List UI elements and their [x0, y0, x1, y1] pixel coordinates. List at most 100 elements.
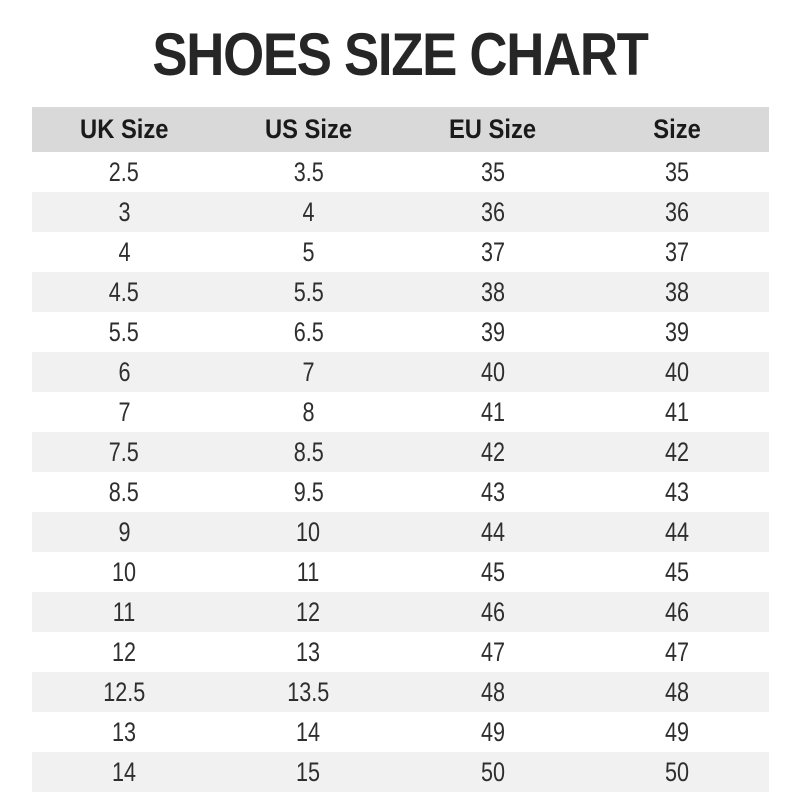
us-size-value: 5 — [302, 236, 315, 267]
uk-size-value: 12 — [112, 636, 137, 667]
uk-size-value: 14 — [112, 756, 137, 787]
eu-size-value: 41 — [480, 396, 505, 427]
uk-size-value: 11 — [112, 596, 136, 627]
eu-size-value: 35 — [480, 156, 505, 187]
table-row: 11 12 46 46 — [32, 592, 769, 632]
size-value: 43 — [664, 476, 689, 507]
uk-size-value: 7.5 — [109, 436, 140, 467]
us-size-value: 14 — [296, 716, 321, 747]
cell-eu-size: 37 — [401, 232, 585, 272]
size-value: 49 — [664, 716, 689, 747]
cell-uk-size: 4 — [32, 232, 216, 272]
uk-size-value: 9 — [118, 516, 131, 547]
cell-uk-size: 10 — [32, 552, 216, 592]
cell-size: 40 — [585, 352, 769, 392]
column-header-label: US Size — [264, 114, 352, 144]
cell-size: 43 — [585, 472, 769, 512]
us-size-value: 7 — [302, 356, 315, 387]
cell-us-size: 5 — [216, 232, 400, 272]
eu-size-value: 50 — [480, 756, 505, 787]
table-row: 8.5 9.5 43 43 — [32, 472, 769, 512]
uk-size-value: 3 — [118, 196, 131, 227]
size-value: 48 — [664, 676, 689, 707]
eu-size-value: 42 — [480, 436, 505, 467]
us-size-value: 15 — [296, 756, 321, 787]
cell-size: 44 — [585, 512, 769, 552]
table-row: 14 15 50 50 — [32, 752, 769, 792]
cell-eu-size: 38 — [401, 272, 585, 312]
cell-eu-size: 36 — [401, 192, 585, 232]
size-value: 40 — [664, 356, 689, 387]
cell-eu-size: 42 — [401, 432, 585, 472]
cell-size: 39 — [585, 312, 769, 352]
us-size-value: 8.5 — [293, 436, 324, 467]
cell-uk-size: 5.5 — [32, 312, 216, 352]
cell-us-size: 4 — [216, 192, 400, 232]
cell-us-size: 12 — [216, 592, 400, 632]
table-header-row: UK Size US Size EU Size Size — [32, 107, 769, 152]
eu-size-value: 45 — [480, 556, 505, 587]
cell-us-size: 7 — [216, 352, 400, 392]
cell-eu-size: 41 — [401, 392, 585, 432]
eu-size-value: 36 — [480, 196, 505, 227]
uk-size-value: 12.5 — [103, 676, 146, 707]
cell-uk-size: 3 — [32, 192, 216, 232]
table-body: 2.5 3.5 35 35 3 4 36 36 4 5 37 37 4.5 5.… — [32, 152, 769, 792]
cell-uk-size: 12 — [32, 632, 216, 672]
us-size-value: 5.5 — [293, 276, 324, 307]
cell-us-size: 5.5 — [216, 272, 400, 312]
table-row: 13 14 49 49 — [32, 712, 769, 752]
cell-uk-size: 7 — [32, 392, 216, 432]
column-header-label: Size — [653, 114, 701, 144]
size-value: 47 — [664, 636, 689, 667]
table-row: 7.5 8.5 42 42 — [32, 432, 769, 472]
cell-size: 46 — [585, 592, 769, 632]
uk-size-value: 4.5 — [109, 276, 140, 307]
us-size-value: 12 — [296, 596, 321, 627]
us-size-value: 9.5 — [293, 476, 324, 507]
eu-size-value: 39 — [480, 316, 505, 347]
cell-us-size: 6.5 — [216, 312, 400, 352]
page-title: SHOES SIZE CHART — [152, 21, 649, 88]
size-value: 42 — [664, 436, 689, 467]
us-size-value: 3.5 — [293, 156, 324, 187]
us-size-value: 6.5 — [293, 316, 324, 347]
cell-us-size: 9.5 — [216, 472, 400, 512]
cell-eu-size: 45 — [401, 552, 585, 592]
cell-eu-size: 39 — [401, 312, 585, 352]
table-row: 4.5 5.5 38 38 — [32, 272, 769, 312]
cell-eu-size: 46 — [401, 592, 585, 632]
eu-size-value: 46 — [480, 596, 505, 627]
cell-uk-size: 12.5 — [32, 672, 216, 712]
size-value: 37 — [664, 236, 689, 267]
table-row: 10 11 45 45 — [32, 552, 769, 592]
us-size-value: 8 — [302, 396, 315, 427]
cell-eu-size: 44 — [401, 512, 585, 552]
cell-eu-size: 47 — [401, 632, 585, 672]
table-row: 2.5 3.5 35 35 — [32, 152, 769, 192]
eu-size-value: 44 — [480, 516, 505, 547]
cell-eu-size: 49 — [401, 712, 585, 752]
size-chart-page: SHOES SIZE CHART UK Size US Size EU Size… — [0, 22, 800, 800]
cell-eu-size: 35 — [401, 152, 585, 192]
size-table: UK Size US Size EU Size Size 2.5 3.5 35 … — [32, 107, 769, 792]
cell-us-size: 15 — [216, 752, 400, 792]
size-value: 46 — [664, 596, 689, 627]
cell-size: 35 — [585, 152, 769, 192]
uk-size-value: 5.5 — [109, 316, 140, 347]
us-size-value: 4 — [302, 196, 315, 227]
us-size-value: 13.5 — [287, 676, 330, 707]
eu-size-value: 43 — [480, 476, 505, 507]
uk-size-value: 13 — [112, 716, 137, 747]
table-row: 6 7 40 40 — [32, 352, 769, 392]
eu-size-value: 38 — [480, 276, 505, 307]
uk-size-value: 10 — [112, 556, 137, 587]
cell-uk-size: 2.5 — [32, 152, 216, 192]
cell-uk-size: 4.5 — [32, 272, 216, 312]
cell-size: 37 — [585, 232, 769, 272]
cell-uk-size: 14 — [32, 752, 216, 792]
eu-size-value: 40 — [480, 356, 505, 387]
size-value: 41 — [664, 396, 689, 427]
eu-size-value: 49 — [480, 716, 505, 747]
table-row: 9 10 44 44 — [32, 512, 769, 552]
